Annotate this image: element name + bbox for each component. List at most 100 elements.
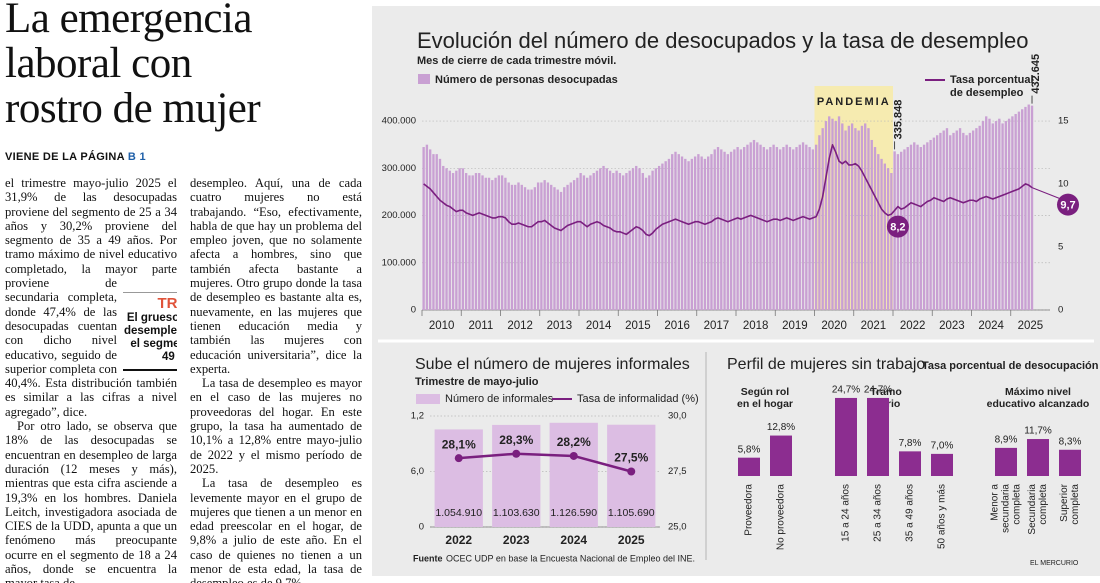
bar <box>563 187 566 310</box>
bar <box>612 173 615 310</box>
bar <box>778 149 782 310</box>
bar <box>769 147 772 310</box>
bar <box>916 144 919 310</box>
bar <box>697 154 700 310</box>
bar <box>945 128 949 310</box>
bar <box>749 142 752 310</box>
x-tick-label: 2011 <box>469 320 494 332</box>
annotation: 335.848 <box>893 100 905 140</box>
legend-label: Número de personas desocupadas <box>435 74 618 86</box>
category-label: completa <box>1038 484 1049 525</box>
bar <box>981 121 985 310</box>
bar <box>729 151 733 310</box>
bar <box>434 429 483 527</box>
rate-line <box>458 452 632 473</box>
bar <box>899 451 921 476</box>
annotation-leader <box>1031 187 1061 200</box>
text-column: TRAMO El grueso de mujeres desempleadas … <box>5 176 177 583</box>
bar <box>527 189 530 310</box>
legend-swatch <box>416 394 440 404</box>
x-tick-label: 2021 <box>861 320 887 332</box>
bar <box>782 147 785 310</box>
bar <box>886 168 890 310</box>
bar <box>795 147 798 310</box>
bar <box>929 139 932 310</box>
rate-value-label: 27,5% <box>614 451 648 465</box>
bar <box>687 161 690 310</box>
bar <box>507 182 510 310</box>
pullquote-label: TRAMO <box>123 292 177 312</box>
bar <box>775 147 779 310</box>
bar <box>824 121 828 310</box>
bar <box>821 128 824 310</box>
bar <box>661 163 664 310</box>
bar-value-label: 1.054.910 <box>435 507 482 519</box>
bar <box>491 180 494 310</box>
bar <box>854 128 857 310</box>
bar <box>770 435 792 476</box>
bar <box>746 144 749 310</box>
bar <box>985 116 988 310</box>
pullquote-text: El grueso de mujeres desempleadas está e… <box>123 312 177 363</box>
bar <box>841 123 844 310</box>
rate-point <box>512 449 521 458</box>
bar <box>988 118 991 311</box>
highlight-label: PANDEMIA <box>817 96 891 108</box>
bar <box>998 118 1001 311</box>
x-tick-label: 2024 <box>560 533 587 547</box>
x-tick-label: 2010 <box>429 320 455 332</box>
panel-title: en el hogar <box>737 398 793 410</box>
bar <box>553 187 556 310</box>
paragraph: La tasa de desempleo es levemente mayor … <box>190 476 362 583</box>
bar <box>834 121 837 310</box>
source-text: OCEC UDP en base la Encuesta Nacional de… <box>446 553 695 563</box>
bar <box>654 168 658 310</box>
bar <box>520 184 523 310</box>
y-tick-label: 100.000 <box>382 257 416 268</box>
y-tick-label: 6,0 <box>411 466 424 477</box>
bar <box>615 170 618 310</box>
bar <box>546 182 550 310</box>
bar <box>1001 123 1004 310</box>
y-tick-label: 400.000 <box>382 116 416 127</box>
panel-title: Tramo <box>870 386 902 398</box>
bar <box>550 184 553 310</box>
bar <box>792 149 795 310</box>
y-tick-label: 1,2 <box>411 411 424 422</box>
bar <box>710 154 713 310</box>
bar <box>487 177 491 310</box>
rate-point <box>627 467 636 476</box>
bar <box>962 132 965 310</box>
category-label: completa <box>1012 484 1023 525</box>
bar <box>939 132 942 310</box>
bar <box>765 149 769 310</box>
bar <box>605 168 608 310</box>
bar <box>1030 105 1034 310</box>
x-tick-label: 2019 <box>782 320 808 332</box>
bar <box>703 158 707 310</box>
chart-title: Sube el número de mujeres informales <box>415 356 690 373</box>
bar <box>922 144 926 310</box>
x-tick-label: 2022 <box>445 533 472 547</box>
bar <box>919 147 922 310</box>
bar <box>657 165 661 310</box>
bar <box>1004 121 1008 310</box>
bar <box>873 147 877 310</box>
bar <box>860 125 864 310</box>
annotation: 8,2 <box>890 221 905 233</box>
bar <box>644 177 648 310</box>
bar <box>595 170 599 310</box>
x-tick-label: 2020 <box>821 320 847 332</box>
bar <box>713 149 716 310</box>
bar <box>700 156 703 310</box>
infographic: Evolución del número de desocupados y la… <box>372 6 1100 576</box>
bar <box>805 144 808 310</box>
bar <box>504 177 507 310</box>
panel-title: Máximo nivel <box>1005 386 1071 398</box>
bar <box>572 180 576 310</box>
category-label: Menor a <box>990 484 1001 521</box>
bar <box>811 149 815 310</box>
category-label: Secundaria <box>1027 484 1038 535</box>
category-label: 25 a 34 años <box>873 484 884 542</box>
